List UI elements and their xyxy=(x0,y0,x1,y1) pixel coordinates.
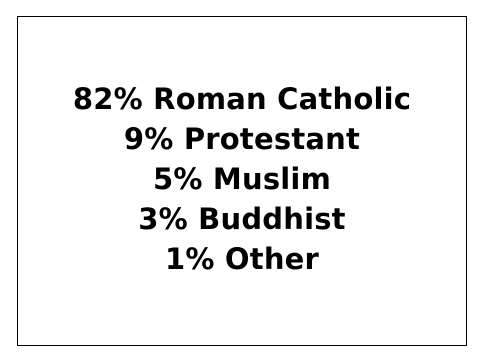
religion-line-buddhist: 3% Buddhist xyxy=(138,202,346,236)
religion-line-protestant: 9% Protestant xyxy=(123,122,361,156)
religion-line-muslim: 5% Muslim xyxy=(153,162,331,196)
religion-list: 82% Roman Catholic 9% Protestant 5% Musl… xyxy=(18,79,466,279)
religion-line-other: 1% Other xyxy=(164,242,320,276)
religion-line-roman-catholic: 82% Roman Catholic xyxy=(72,82,412,116)
text-box: 82% Roman Catholic 9% Protestant 5% Musl… xyxy=(17,16,467,346)
